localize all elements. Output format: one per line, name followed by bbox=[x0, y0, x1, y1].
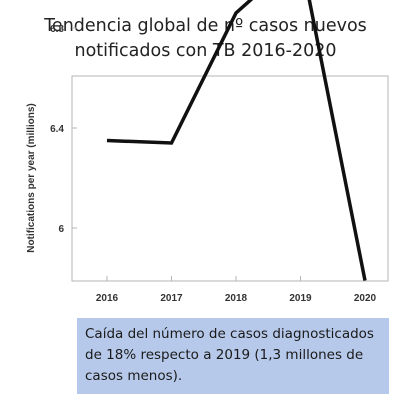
x-tick-label: 2018 bbox=[225, 293, 248, 304]
x-tick-label: 2016 bbox=[96, 293, 119, 304]
y-axis-label: Notifications per year (millions) bbox=[26, 103, 37, 252]
y-tick-label: 6 bbox=[58, 224, 64, 235]
series-group bbox=[106, 0, 367, 281]
chart-title: Tendencia global de nº casos nuevos noti… bbox=[0, 14, 411, 64]
plot-area-frame bbox=[71, 75, 389, 282]
x-tick-label: 2020 bbox=[354, 293, 377, 304]
note-box: Caída del número de casos diagnosticados… bbox=[77, 318, 389, 394]
y-tick-label: 6.8 bbox=[50, 24, 64, 35]
x-tick-label: 2019 bbox=[289, 293, 312, 304]
x-axis-ticks: 2016 2017 2018 2019 2020 bbox=[96, 276, 377, 304]
y-tick-label: 6.4 bbox=[50, 124, 64, 135]
title-line-1: Tendencia global de nº casos nuevos bbox=[44, 16, 367, 36]
y-axis-ticks: 6 6.4 6.8 bbox=[50, 24, 77, 235]
x-tick-label: 2017 bbox=[160, 293, 183, 304]
series-line-0 bbox=[106, 0, 367, 281]
title-line-2: notificados con TB 2016-2020 bbox=[74, 41, 337, 61]
